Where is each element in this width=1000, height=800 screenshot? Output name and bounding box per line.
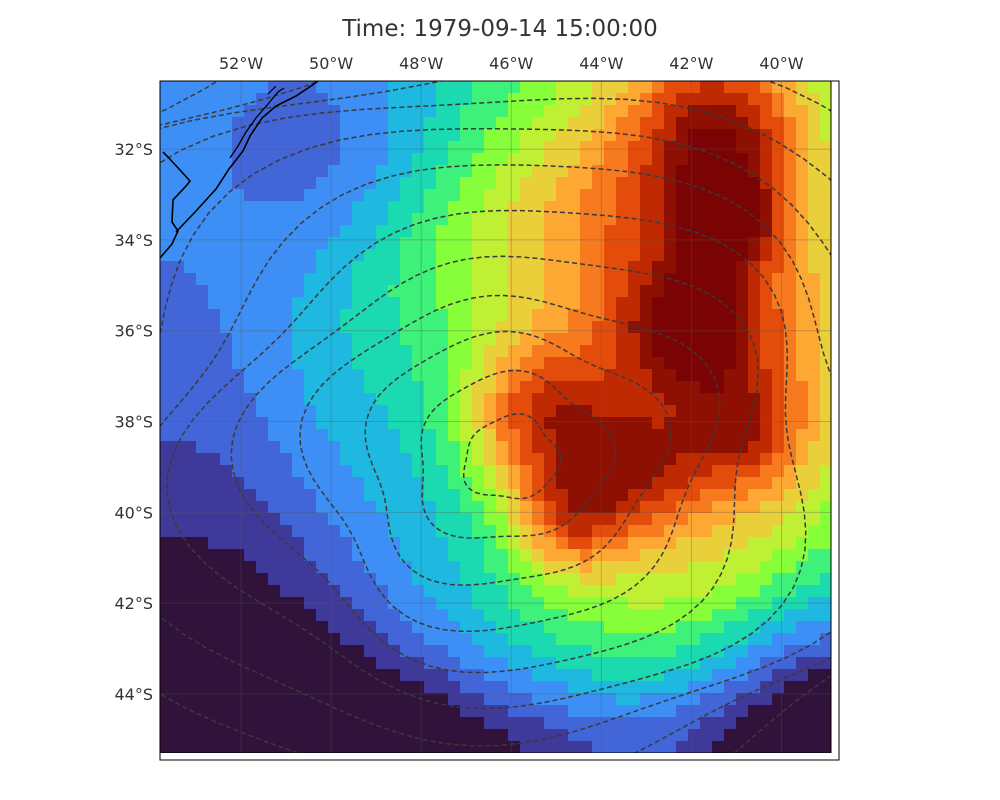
- longitude-tick-labels: 52°W 50°W 48°W 46°W 44°W 42°W 40°W: [219, 54, 804, 73]
- lat-tick-label: 40°S: [114, 503, 153, 522]
- pressure-contour: [230, 255, 759, 674]
- pressure-contour: [299, 294, 721, 633]
- coastline: [160, 81, 319, 259]
- frame-margin: [160, 753, 839, 760]
- pressure-contour: [160, 164, 831, 747]
- pressure-contour: [364, 330, 672, 586]
- lon-tick-label: 50°W: [309, 54, 353, 73]
- map-title: Time: 1979-09-14 15:00:00: [342, 16, 658, 42]
- pressure-contour: [420, 369, 617, 539]
- pressure-contour: [160, 81, 831, 130]
- lon-tick-label: 42°W: [669, 54, 713, 73]
- lat-tick-label: 34°S: [114, 231, 153, 250]
- lon-tick-label: 46°W: [489, 54, 533, 73]
- lon-tick-label: 52°W: [219, 54, 263, 73]
- pressure-contour: [166, 209, 807, 710]
- lon-tick-label: 48°W: [399, 54, 443, 73]
- pressure-contour: [160, 128, 831, 753]
- gridlines: [160, 81, 831, 753]
- lat-tick-label: 44°S: [114, 685, 153, 704]
- lat-tick-label: 32°S: [114, 140, 153, 159]
- lat-tick-label: 38°S: [114, 413, 153, 432]
- lon-tick-label: 40°W: [759, 54, 803, 73]
- wind-speed-field: [160, 81, 831, 753]
- lon-tick-label: 44°W: [579, 54, 623, 73]
- latitude-tick-labels: 32°S 34°S 36°S 38°S 40°S 42°S 44°S: [114, 140, 153, 704]
- lat-tick-label: 42°S: [114, 594, 153, 613]
- pressure-contour: [462, 413, 562, 500]
- lat-tick-label: 36°S: [114, 322, 153, 341]
